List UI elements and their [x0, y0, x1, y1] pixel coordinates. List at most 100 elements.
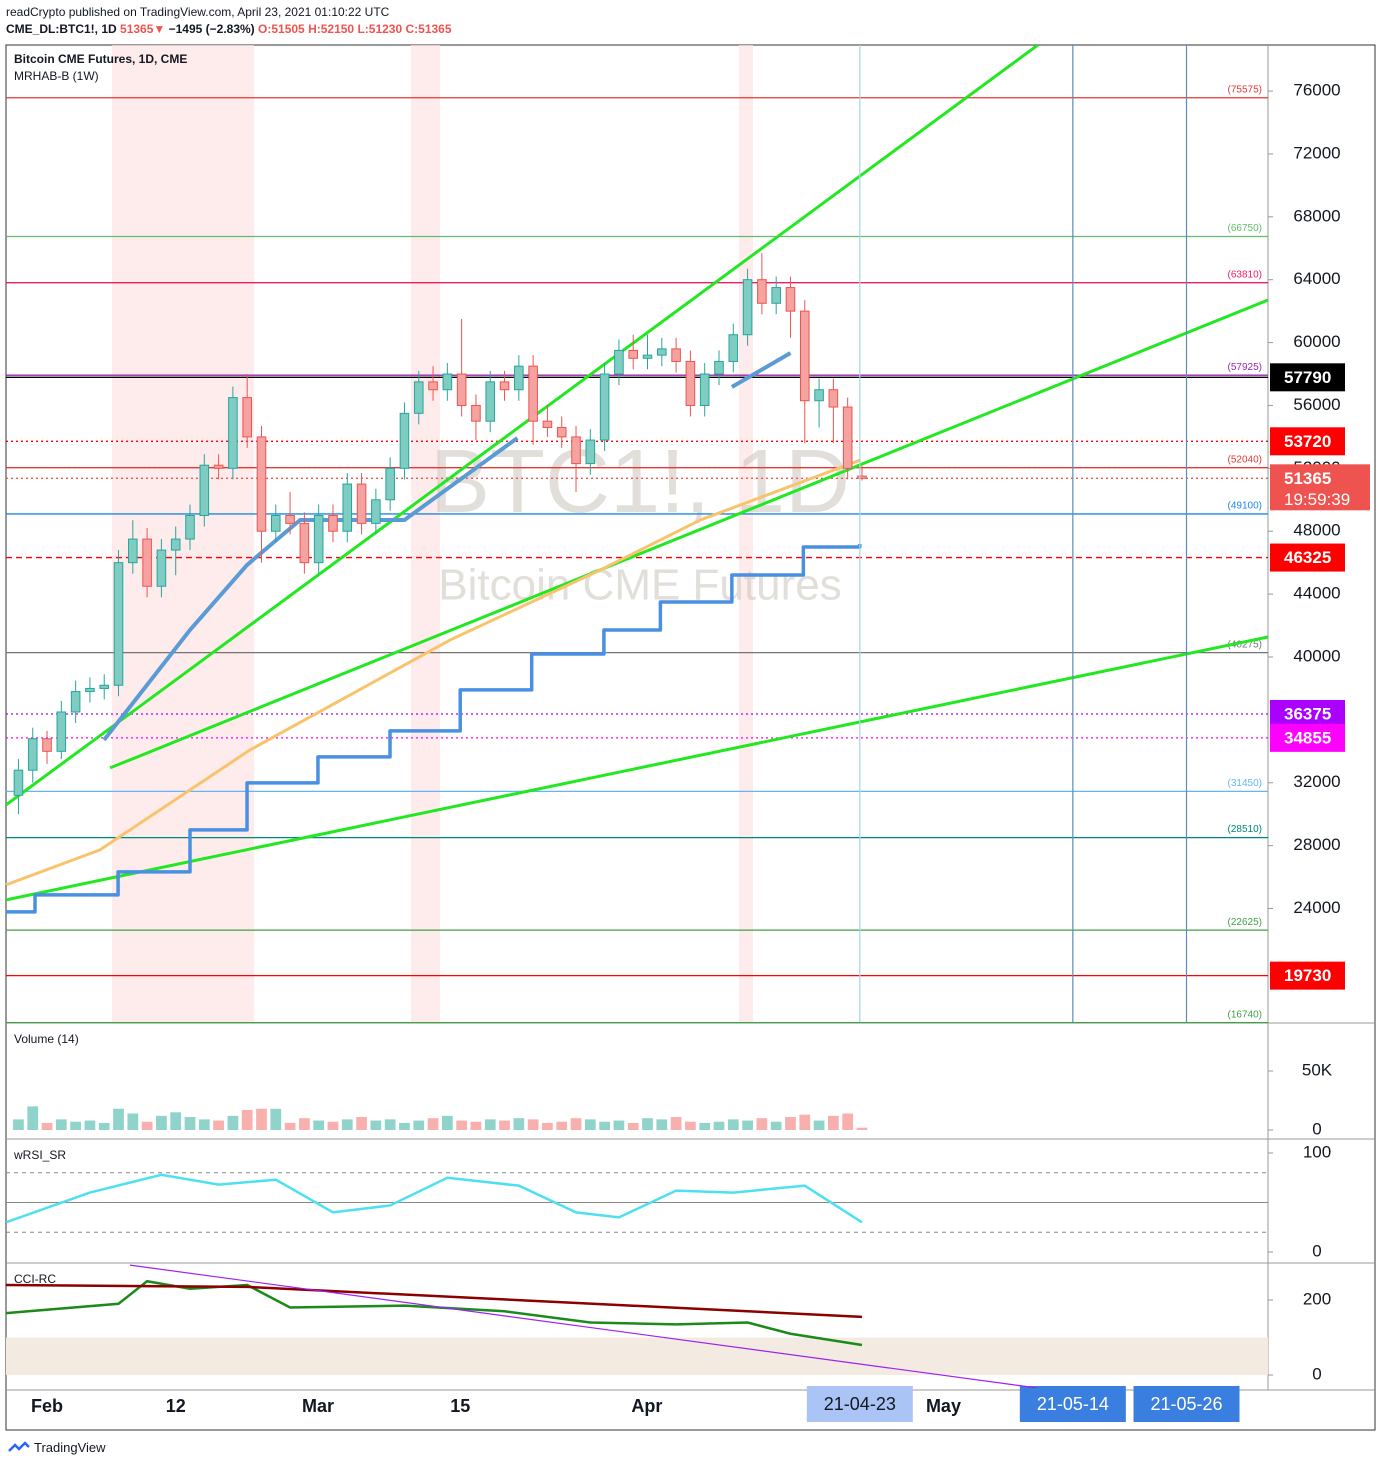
trendline: [109, 298, 1268, 770]
volume-bar: [842, 1113, 854, 1130]
volume-bar: [670, 1117, 682, 1130]
x-tick-label: May: [926, 1396, 961, 1416]
candle-body: [70, 691, 81, 713]
volume-bar: [127, 1113, 139, 1130]
volume-bar: [313, 1120, 325, 1130]
candle-body: [742, 279, 753, 336]
y-tick-label: 28000: [1293, 835, 1340, 854]
volume-bar: [156, 1115, 167, 1130]
candle-body: [785, 287, 796, 312]
volume-bar: [785, 1117, 796, 1130]
volume-bar: [213, 1120, 224, 1130]
chart-title: Bitcoin CME Futures, 1D, CME: [14, 52, 187, 66]
volume-bar: [727, 1119, 739, 1130]
volume-bar: [556, 1121, 568, 1130]
price-badge: [1270, 961, 1345, 990]
y-tick-label: 24000: [1293, 898, 1340, 917]
y-tick-label: 0: [1312, 1241, 1321, 1260]
change: −1495 (−2.83%): [168, 22, 255, 36]
level-label: (22625): [1228, 917, 1262, 928]
trendline: [6, 635, 1268, 902]
pane-title: CCI-RC: [14, 1272, 56, 1286]
price-badge-label: 46325: [1284, 548, 1331, 567]
volume-bar: [341, 1119, 353, 1130]
session-band: [739, 45, 753, 1022]
candle-body: [842, 406, 853, 469]
volume-bar: [599, 1121, 610, 1130]
volume-bar: [527, 1119, 539, 1130]
candle-body: [13, 769, 24, 796]
candle-body: [128, 538, 138, 564]
candle-body: [857, 475, 867, 479]
price-badge-label: 53720: [1284, 432, 1331, 451]
volume-bar: [184, 1117, 196, 1130]
volume-bar: [113, 1108, 124, 1130]
volume-bar: [198, 1119, 210, 1130]
low: L:51230: [357, 22, 403, 36]
watermark: Bitcoin CME Futures: [438, 561, 841, 610]
candle-body: [771, 287, 781, 304]
y-tick-label: 56000: [1293, 395, 1340, 414]
symbol: CME_DL:BTC1!, 1D: [6, 22, 117, 36]
volume-bar: [84, 1120, 96, 1130]
candle-body: [42, 738, 52, 752]
candle-body: [614, 349, 624, 375]
volume-bar: [499, 1120, 510, 1130]
x-tick-label: Feb: [31, 1396, 63, 1416]
band: [6, 1337, 1268, 1375]
volume-bar: [642, 1118, 653, 1130]
candle-body: [428, 381, 438, 391]
candle-body: [685, 360, 696, 406]
volume-bar: [98, 1122, 110, 1130]
volume-bar: [799, 1114, 811, 1130]
y-tick-label: 50K: [1302, 1060, 1333, 1079]
date-badge-label: 21-05-26: [1150, 1394, 1222, 1414]
candle-body: [385, 467, 395, 501]
candle-body: [728, 334, 739, 362]
indicator-line: [6, 1283, 863, 1319]
y-tick-label: 100: [1303, 1142, 1331, 1161]
level-label: (40275): [1228, 639, 1262, 650]
candle-body: [542, 420, 553, 428]
overlay-line: [6, 543, 862, 914]
volume-bar: [55, 1119, 67, 1130]
price-badge-label: 19730: [1284, 966, 1331, 985]
candle-body: [27, 738, 38, 771]
y-tick-label: 200: [1303, 1289, 1331, 1308]
candle-body: [270, 515, 281, 532]
volume-bar: [542, 1122, 553, 1130]
candle-body: [328, 515, 338, 532]
candle-body: [156, 549, 167, 587]
countdown: 19:59:39: [1284, 490, 1350, 509]
x-tick-label: Apr: [631, 1396, 662, 1416]
candle-body: [99, 684, 110, 689]
indicator-line: [129, 1264, 1038, 1388]
volume-bar: [141, 1121, 153, 1130]
volume-bar: [241, 1109, 253, 1130]
candle-body: [556, 426, 567, 438]
candle-body: [585, 439, 596, 465]
candle-body: [113, 562, 124, 686]
close: C:51365: [405, 22, 452, 36]
volume-bar: [513, 1118, 525, 1130]
y-tick-label: 60000: [1293, 332, 1340, 351]
volume-bar: [770, 1121, 782, 1130]
candle-body: [299, 522, 310, 564]
candle-body: [228, 397, 238, 469]
y-tick-label: 0: [1312, 1119, 1321, 1138]
level-label: (49100): [1228, 501, 1262, 512]
volume-bar: [413, 1120, 425, 1130]
volume-bar: [256, 1108, 267, 1130]
volume-bar: [299, 1118, 310, 1130]
candle-body: [657, 348, 667, 356]
y-tick-label: 40000: [1293, 646, 1340, 665]
volume-bar: [813, 1120, 825, 1130]
pane-title: Volume (14): [14, 1032, 79, 1046]
x-tick-label: Mar: [302, 1396, 334, 1416]
candle-body: [528, 365, 538, 422]
volume-bar: [227, 1115, 239, 1130]
overlay-line: [730, 351, 792, 389]
candle-body: [170, 538, 181, 551]
volume-bar: [699, 1122, 711, 1130]
candle-body: [413, 381, 424, 414]
